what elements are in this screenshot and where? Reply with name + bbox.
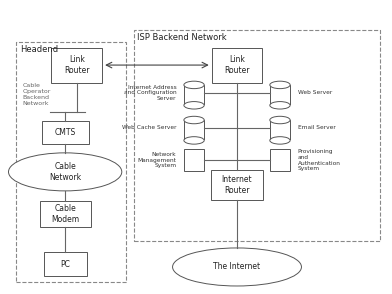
Ellipse shape xyxy=(184,116,204,124)
Bar xyxy=(51,48,102,83)
Bar xyxy=(16,42,126,282)
Text: Web Server: Web Server xyxy=(298,90,332,95)
Bar xyxy=(270,149,290,171)
Bar xyxy=(270,85,290,105)
Ellipse shape xyxy=(270,81,290,88)
Text: Headend: Headend xyxy=(20,45,58,54)
Text: Link
Router: Link Router xyxy=(224,55,250,75)
Text: Cable
Network: Cable Network xyxy=(49,162,81,182)
Ellipse shape xyxy=(270,137,290,144)
Text: Internet Address
and Configuration
Server: Internet Address and Configuration Serve… xyxy=(124,85,176,101)
Bar xyxy=(40,201,91,228)
Text: PC: PC xyxy=(60,260,70,268)
Ellipse shape xyxy=(270,116,290,124)
Bar xyxy=(211,171,263,200)
Bar xyxy=(44,252,87,276)
Text: Network
Management
System: Network Management System xyxy=(138,152,176,168)
Ellipse shape xyxy=(270,101,290,109)
Text: Internet
Router: Internet Router xyxy=(222,175,252,195)
Ellipse shape xyxy=(9,153,122,191)
Text: Email Server: Email Server xyxy=(298,126,335,131)
Text: Cable
Modem: Cable Modem xyxy=(51,204,79,224)
Ellipse shape xyxy=(184,101,204,109)
Bar xyxy=(134,30,379,240)
Text: The Internet: The Internet xyxy=(214,263,261,271)
Bar xyxy=(184,149,204,171)
Bar xyxy=(184,120,204,141)
Text: Web Cache Server: Web Cache Server xyxy=(122,126,176,131)
Text: Provisioning
and
Authentication
System: Provisioning and Authentication System xyxy=(298,149,340,171)
Bar xyxy=(212,48,262,83)
Text: ISP Backend Network: ISP Backend Network xyxy=(138,33,227,42)
Bar xyxy=(42,121,89,144)
Bar xyxy=(184,85,204,105)
Ellipse shape xyxy=(184,81,204,88)
Bar xyxy=(270,120,290,141)
Ellipse shape xyxy=(172,248,301,286)
Text: Cable
Operator
Backend
Network: Cable Operator Backend Network xyxy=(22,83,51,106)
Ellipse shape xyxy=(184,137,204,144)
Text: CMTS: CMTS xyxy=(54,128,76,137)
Text: Link
Router: Link Router xyxy=(64,55,90,75)
